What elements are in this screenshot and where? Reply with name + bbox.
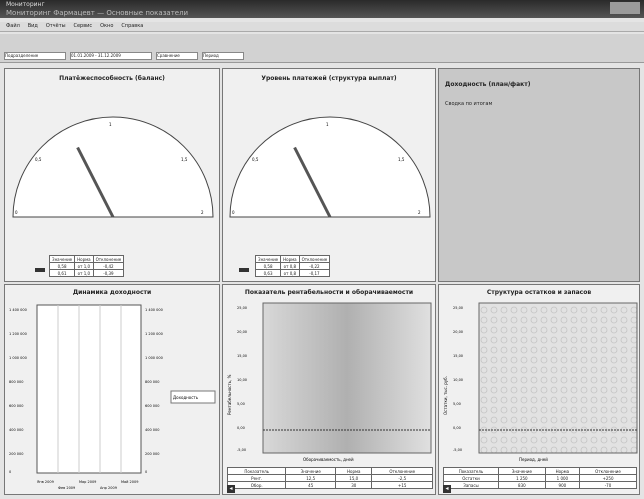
gauge-tick-0: 0 <box>15 210 18 215</box>
window-controls[interactable] <box>610 2 640 14</box>
svg-text:0: 0 <box>145 470 147 474</box>
svg-text:10,00: 10,00 <box>453 378 463 382</box>
turnover-table: Показатель Значение Норма Отклонение Рент. 1… <box>226 467 433 489</box>
svg-text:0,00: 0,00 <box>453 426 461 430</box>
gauge-needle <box>76 146 115 218</box>
legend-swatch <box>35 268 45 272</box>
svg-text:200 000: 200 000 <box>145 452 159 456</box>
svg-text:-5,00: -5,00 <box>453 448 462 452</box>
svg-text:20,00: 20,00 <box>453 330 463 334</box>
svg-text:Фев 2009: Фев 2009 <box>58 486 75 490</box>
gauge-tick-2: 1 <box>326 122 329 127</box>
profitability-chart: 1 400 000 1 200 000 1 000 000 800 000 60… <box>9 304 216 490</box>
svg-text:Май 2009: Май 2009 <box>121 480 138 484</box>
svg-text:5,00: 5,00 <box>453 402 461 406</box>
gauge-tick-0: 0 <box>232 210 235 215</box>
svg-text:-5,00: -5,00 <box>237 448 246 452</box>
chart-title: Показатель рентабельности и оборачиваемо… <box>244 289 414 296</box>
stock-chart: 25,00 20,00 15,00 10,00 5,00 0,00 -5,00 … <box>443 302 638 462</box>
svg-text:800 000: 800 000 <box>9 380 23 384</box>
svg-text:600 000: 600 000 <box>145 404 159 408</box>
stock-table: Показатель Значение Норма Отклонение Остатк… <box>443 467 637 489</box>
period-field[interactable]: Период <box>202 52 244 60</box>
svg-text:Янв 2009: Янв 2009 <box>37 480 54 484</box>
svg-text:25,00: 25,00 <box>453 306 463 310</box>
svg-text:Мар 2009: Мар 2009 <box>79 480 96 484</box>
menu-service[interactable]: Сервис <box>73 23 93 29</box>
gauge-tick-1: 0,5 <box>252 157 259 162</box>
solvency-gauge: 0 0,5 1 1,5 2 <box>12 116 214 218</box>
chart-xlabel: Период, дней <box>519 457 548 462</box>
gauge-title: Платёжеспособность (баланс) <box>59 75 165 82</box>
chart-title: Структура остатков и запасов <box>486 289 592 296</box>
svg-text:20,00: 20,00 <box>237 330 247 334</box>
gauge-title: Уровень платежей (структура выплат) <box>261 75 397 82</box>
gauge-tick-2: 1 <box>109 122 112 127</box>
chart-xlabel: Оборачиваемость, дней <box>303 457 354 462</box>
svg-text:800 000: 800 000 <box>145 380 159 384</box>
svg-text:1 400 000: 1 400 000 <box>145 308 163 312</box>
menu-bar: Файл Вид Отчёты Сервис Окно Справка <box>0 22 644 32</box>
expand-icon[interactable]: ◂ <box>443 485 451 493</box>
menu-view[interactable]: Вид <box>27 23 38 29</box>
date-range-field[interactable]: 01.01.2009 - 31.12.2009 <box>70 52 152 60</box>
menu-file[interactable]: Файл <box>6 23 20 29</box>
menu-help[interactable]: Справка <box>121 23 144 29</box>
chart-title: Динамика доходности <box>72 289 152 296</box>
chart-panel-stock: Структура остатков и запасов 25,00 20,00… <box>438 284 640 495</box>
svg-text:1 200 000: 1 200 000 <box>145 332 163 336</box>
expand-icon[interactable]: ◂ <box>227 485 235 493</box>
svg-text:5,00: 5,00 <box>237 402 245 406</box>
gauge-tick-1: 0,5 <box>35 157 42 162</box>
gauge-tick-4: 2 <box>201 210 204 215</box>
svg-text:600 000: 600 000 <box>9 404 23 408</box>
info-panel: Доходность (план/факт) Сводка по итогам <box>438 68 640 282</box>
svg-text:15,00: 15,00 <box>237 354 247 358</box>
svg-text:15,00: 15,00 <box>453 354 463 358</box>
svg-text:200 000: 200 000 <box>9 452 23 456</box>
turnover-chart: 25,00 20,00 15,00 10,00 5,00 0,00 -5,00 … <box>227 302 432 462</box>
toolbar: Подразделение 01.01.2009 - 31.12.2009 Ср… <box>0 34 644 63</box>
svg-text:400 000: 400 000 <box>145 428 159 432</box>
legend-swatch <box>239 268 249 272</box>
svg-text:1 000 000: 1 000 000 <box>9 356 27 360</box>
svg-text:25,00: 25,00 <box>237 306 247 310</box>
window-title-bar: Мониторинг Мониторинг Фармацевт — Основн… <box>0 0 644 18</box>
gauge-table: Значение Норма Отклонение 0,58 от 1,0 -0,42 … <box>48 255 125 277</box>
gauge-tick-4: 2 <box>418 210 421 215</box>
svg-text:1 400 000: 1 400 000 <box>9 308 27 312</box>
window-title-top: Мониторинг <box>6 1 45 8</box>
chart-panel-turnover: Показатель рентабельности и оборачиваемо… <box>222 284 436 495</box>
menu-reports[interactable]: Отчёты <box>45 23 66 29</box>
gauge-needle <box>293 146 332 218</box>
gauge-tick-3: 1,5 <box>181 157 188 162</box>
chart-ylabel: Остатки, тыс. руб. <box>443 376 448 415</box>
compare-field[interactable]: Сравнение <box>156 52 198 60</box>
gauge-table: Значение Норма Отклонение 0,58 от 0,8 -0,22 … <box>254 255 331 277</box>
gauge-panel-payments: Уровень платежей (структура выплат) 0 0,… <box>222 68 436 282</box>
gauge-panel-solvency: Платёжеспособность (баланс) 0 0,5 1 1,5 … <box>4 68 220 282</box>
department-field[interactable]: Подразделение <box>4 52 66 60</box>
gauge-tick-3: 1,5 <box>398 157 405 162</box>
svg-text:1 200 000: 1 200 000 <box>9 332 27 336</box>
svg-text:Апр 2009: Апр 2009 <box>100 486 117 490</box>
info-title: Доходность (план/факт) <box>445 81 531 88</box>
info-text: Сводка по итогам <box>445 101 493 107</box>
chart-ylabel: Рентабельность, % <box>227 374 232 415</box>
menu-window[interactable]: Окно <box>100 23 114 29</box>
svg-text:0: 0 <box>9 470 11 474</box>
svg-text:10,00: 10,00 <box>237 378 247 382</box>
svg-text:0,00: 0,00 <box>237 426 245 430</box>
chart-panel-profitability: Динамика доходности 1 400 000 1 200 000 … <box>4 284 220 495</box>
window-title: Мониторинг Фармацевт — Основные показате… <box>6 9 189 17</box>
svg-text:1 000 000: 1 000 000 <box>145 356 163 360</box>
payments-gauge: 0 0,5 1 1,5 2 <box>229 116 431 218</box>
chart-legend: Доходность <box>173 395 199 400</box>
svg-text:400 000: 400 000 <box>9 428 23 432</box>
